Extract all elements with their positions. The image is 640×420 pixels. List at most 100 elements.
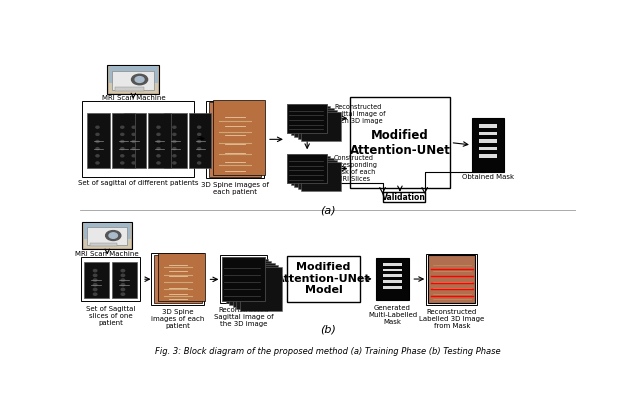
Circle shape: [135, 76, 144, 82]
Bar: [88, 227, 127, 245]
Bar: [206, 100, 264, 178]
Circle shape: [121, 274, 125, 276]
Bar: [88, 113, 110, 168]
Circle shape: [173, 133, 176, 135]
Bar: [164, 113, 187, 168]
Bar: [383, 286, 402, 289]
Circle shape: [198, 140, 201, 142]
Bar: [109, 66, 158, 84]
Bar: [287, 256, 360, 302]
Bar: [426, 254, 477, 305]
Circle shape: [157, 126, 160, 128]
Circle shape: [132, 74, 148, 85]
Bar: [287, 154, 327, 183]
Bar: [148, 113, 171, 168]
Bar: [222, 257, 264, 301]
Circle shape: [132, 126, 135, 128]
Bar: [220, 255, 267, 303]
Bar: [209, 102, 261, 176]
Text: 3D Spine
images of each
patient: 3D Spine images of each patient: [151, 309, 205, 329]
Text: (a): (a): [320, 206, 336, 215]
Bar: [479, 147, 497, 150]
Text: Reconstructed
Sagittal image of
the 3D image: Reconstructed Sagittal image of the 3D i…: [214, 307, 273, 327]
Text: Validation: Validation: [381, 192, 426, 202]
Text: (b): (b): [320, 325, 336, 335]
Circle shape: [121, 126, 124, 128]
Text: MRI Scan Machine: MRI Scan Machine: [76, 251, 139, 257]
Bar: [108, 65, 159, 94]
Circle shape: [93, 289, 97, 291]
Bar: [81, 257, 140, 301]
Bar: [383, 280, 402, 283]
Bar: [84, 262, 109, 298]
Bar: [124, 113, 146, 168]
Text: Set of Sagittal
slices of one
patient: Set of Sagittal slices of one patient: [86, 306, 136, 326]
Circle shape: [96, 126, 99, 128]
Circle shape: [198, 126, 201, 128]
Bar: [84, 223, 131, 240]
Circle shape: [121, 162, 124, 164]
Bar: [291, 106, 330, 135]
Circle shape: [132, 133, 135, 135]
Circle shape: [121, 284, 125, 286]
Bar: [189, 113, 211, 168]
Bar: [291, 156, 330, 185]
Bar: [479, 131, 497, 135]
Bar: [479, 154, 497, 158]
Bar: [301, 112, 341, 141]
Circle shape: [157, 133, 160, 135]
Circle shape: [132, 140, 135, 142]
Bar: [479, 139, 497, 143]
Circle shape: [93, 293, 97, 295]
Bar: [112, 113, 134, 168]
Circle shape: [93, 270, 97, 272]
Bar: [350, 97, 449, 188]
Circle shape: [121, 140, 124, 142]
Text: Set of sagittal of different patients: Set of sagittal of different patients: [78, 180, 198, 186]
Text: Modified
Attention-UNet: Modified Attention-UNet: [349, 129, 451, 157]
Text: Reconstructed
Sagittal image of
each 3D image: Reconstructed Sagittal image of each 3D …: [330, 104, 386, 124]
Bar: [154, 255, 202, 303]
Bar: [83, 222, 132, 249]
Text: Reconstructed
Labelled 3D Image
from Mask: Reconstructed Labelled 3D Image from Mas…: [419, 309, 484, 329]
Bar: [158, 254, 205, 302]
Circle shape: [173, 148, 176, 150]
Circle shape: [173, 162, 176, 164]
Circle shape: [121, 133, 124, 135]
Text: Modified
Attention-UNet
Model: Modified Attention-UNet Model: [276, 262, 371, 296]
Circle shape: [96, 148, 99, 150]
Bar: [301, 162, 341, 191]
Bar: [294, 108, 334, 137]
Circle shape: [157, 140, 160, 142]
Circle shape: [109, 233, 118, 238]
Circle shape: [132, 155, 135, 157]
Bar: [213, 100, 265, 175]
Circle shape: [157, 162, 160, 164]
Bar: [383, 268, 402, 271]
Bar: [428, 255, 476, 303]
Text: Constructed
Corresponding
Mask of each
MRI Slices: Constructed Corresponding Mask of each M…: [330, 155, 378, 182]
Bar: [236, 265, 278, 309]
Bar: [90, 243, 117, 246]
Circle shape: [106, 231, 121, 241]
Circle shape: [121, 155, 124, 157]
Text: Fig. 3: Block diagram of the proposed method (a) Training Phase (b) Testing Phas: Fig. 3: Block diagram of the proposed me…: [155, 347, 501, 356]
Circle shape: [121, 279, 125, 281]
Bar: [233, 263, 275, 307]
Text: Obtained Mask: Obtained Mask: [462, 174, 514, 180]
Circle shape: [173, 155, 176, 157]
Circle shape: [121, 293, 125, 295]
Bar: [294, 158, 334, 187]
Circle shape: [121, 289, 125, 291]
Circle shape: [132, 162, 135, 164]
Bar: [152, 254, 205, 305]
Circle shape: [93, 279, 97, 281]
Circle shape: [157, 148, 160, 150]
Bar: [287, 104, 327, 133]
Circle shape: [121, 270, 125, 272]
Bar: [479, 124, 497, 128]
Bar: [240, 267, 282, 311]
Bar: [287, 104, 327, 133]
Bar: [115, 87, 144, 91]
Circle shape: [198, 162, 201, 164]
